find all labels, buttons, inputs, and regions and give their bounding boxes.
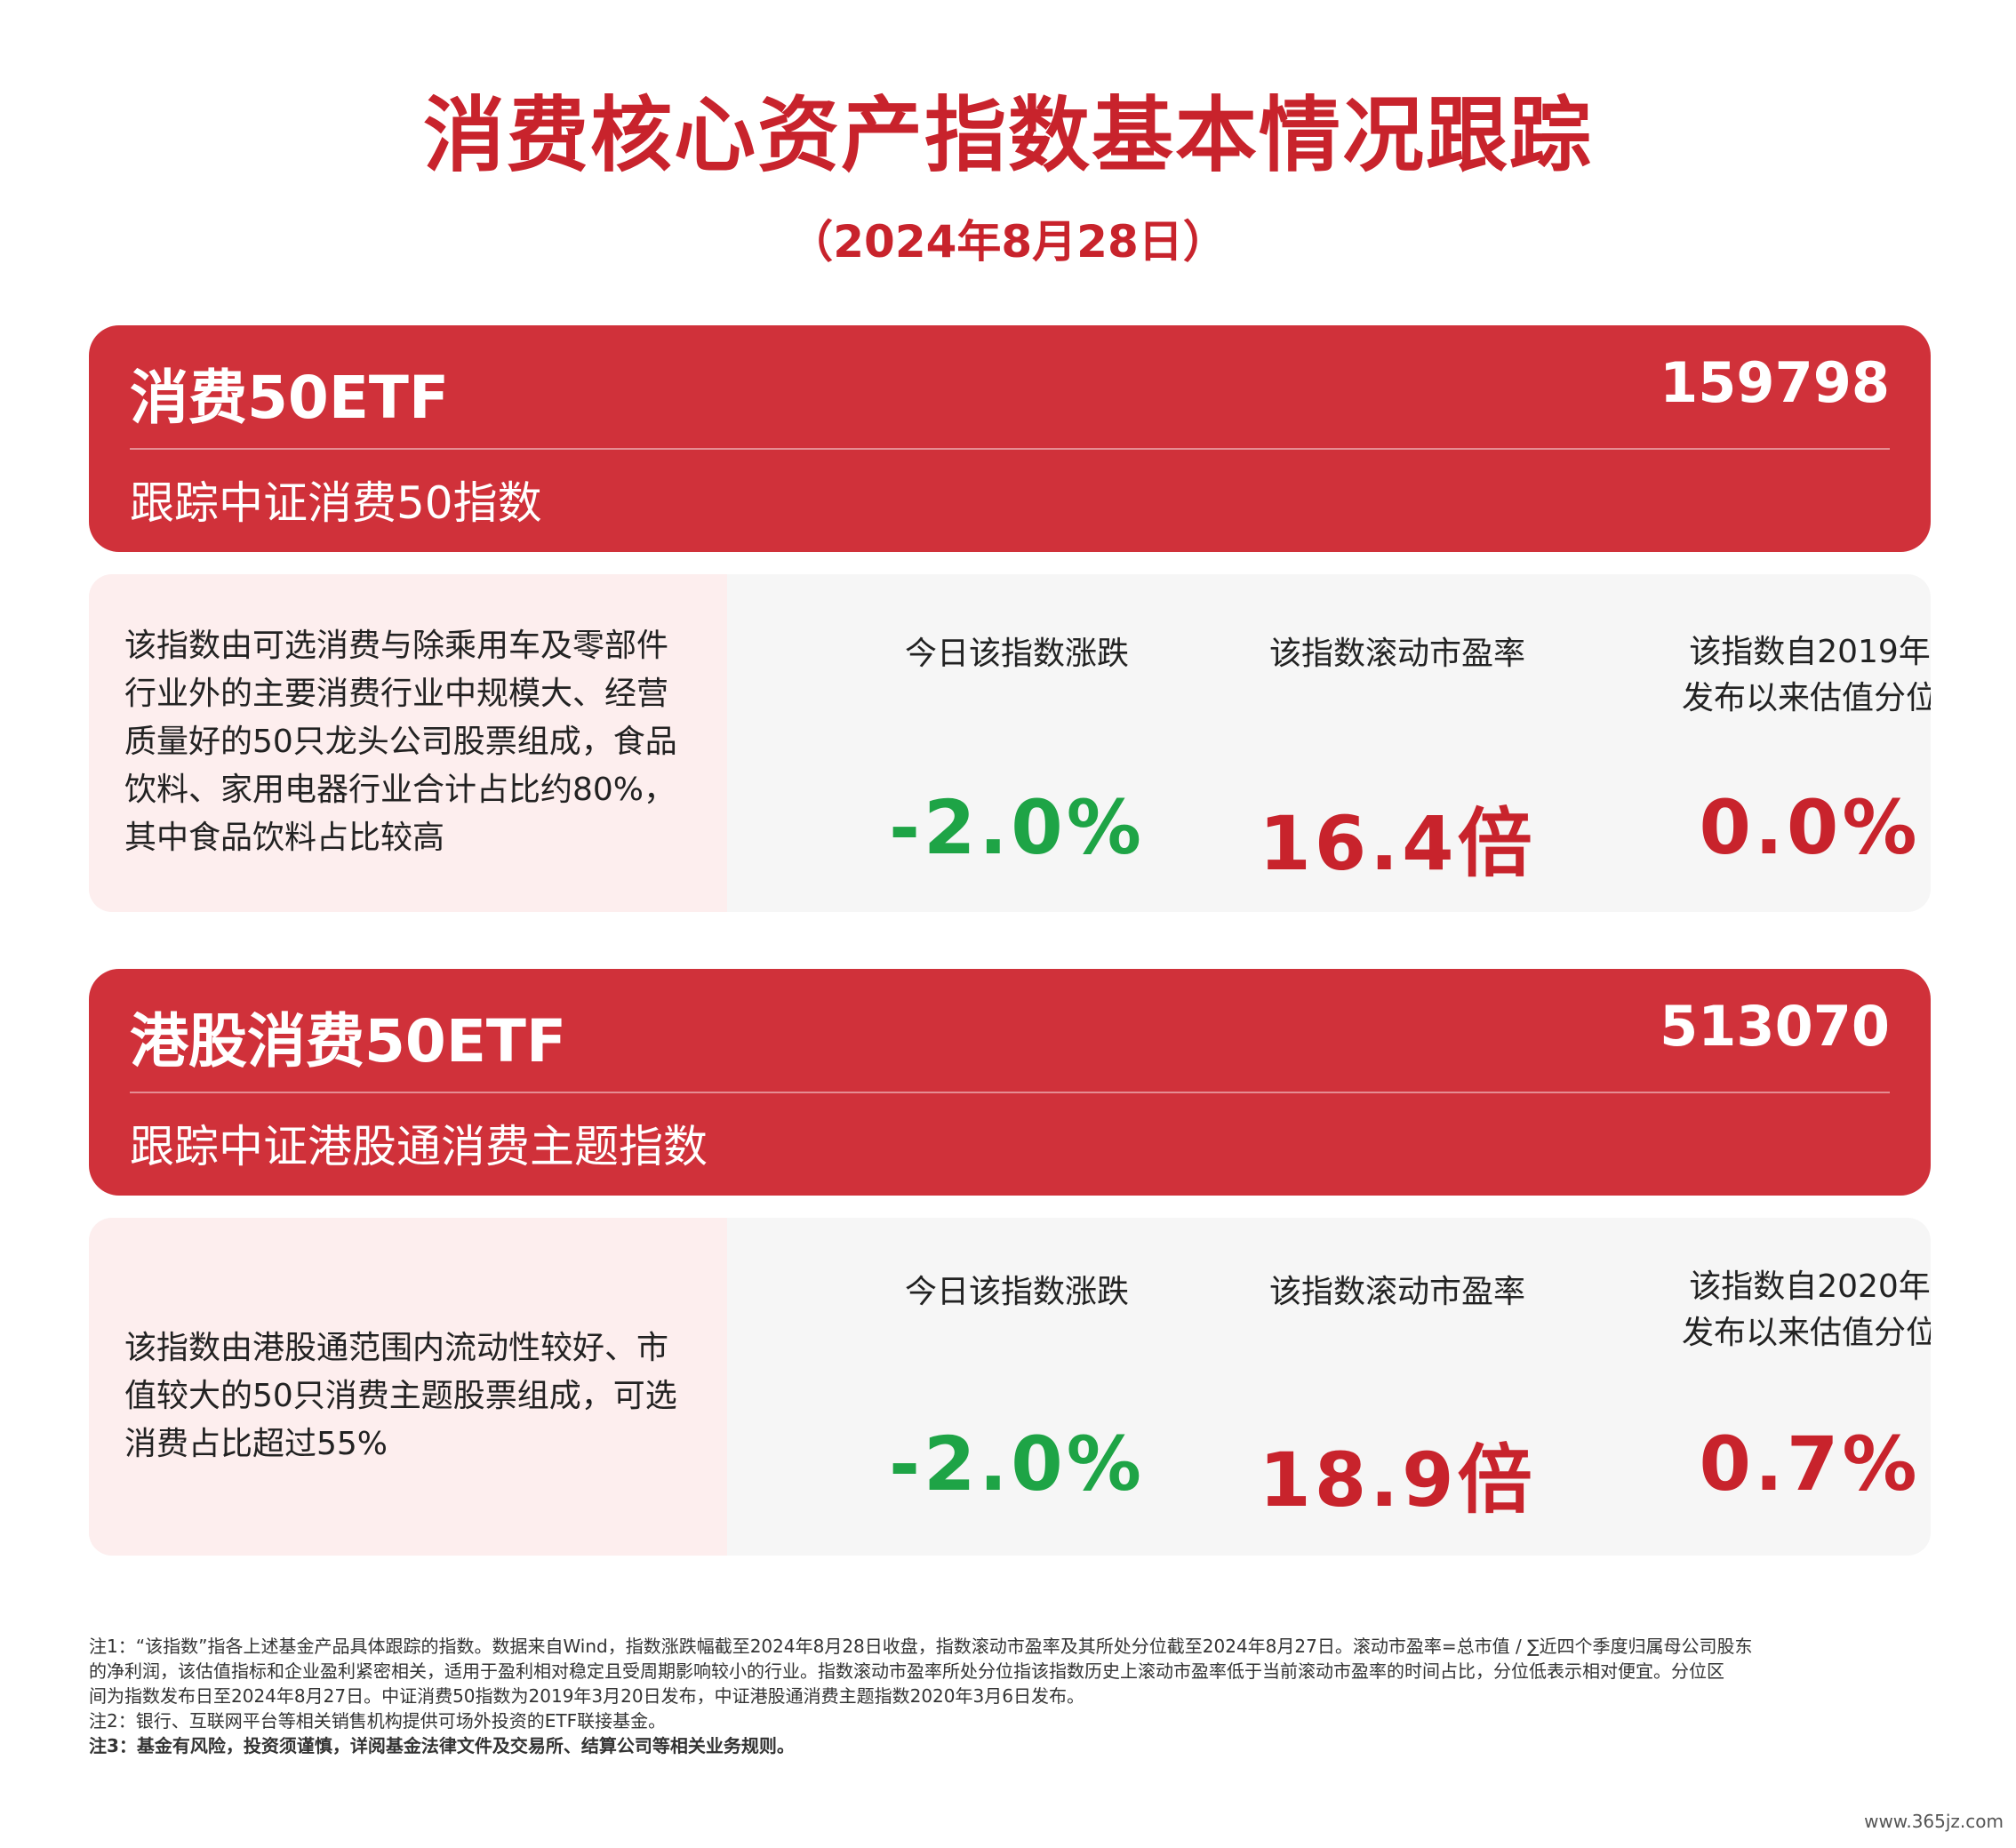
page-date: （2024年8月28日） [788,216,1228,268]
page-title: 消费核心资产指数基本情况跟踪 [422,88,1593,183]
etf-card-body-1: 该指数由可选消费与除乘用车及零部件 行业外的主要消费行业中规模大、经营 质量好的… [89,574,1931,912]
header-divider [130,1092,1890,1093]
description-line: 该指数由港股通范围内流动性较好、市 [124,1330,669,1366]
etf-card-body-2: 该指数由港股通范围内流动性较好、市 值较大的50只消费主题股票组成，可选 消费占… [89,1218,1931,1556]
tracking-index: 跟踪中证消费50指数 [130,477,542,529]
percentile-label: 该指数自2020年 发布以来估值分位 [1623,1264,1931,1356]
etf-code: 513070 [1660,994,1890,1059]
percentile-value: 0.0% [1699,784,1921,871]
pe-value: 18.9倍 [1259,1436,1536,1524]
index-description: 该指数由可选消费与除乘用车及零部件 行业外的主要消费行业中规模大、经营 质量好的… [124,622,702,862]
description-panel: 该指数由可选消费与除乘用车及零部件 行业外的主要消费行业中规模大、经营 质量好的… [89,574,727,912]
note-1-line: 间为指数发布日至2024年8月27日。中证消费50指数为2019年3月20日发布… [89,1685,1084,1707]
description-line: 消费占比超过55% [124,1426,388,1462]
site-watermark: www.365jz.com [1864,1811,2004,1832]
change-label: 今日该指数涨跌 [904,1274,1129,1310]
pe-label: 该指数滚动市盈率 [1268,636,1525,672]
description-panel: 该指数由港股通范围内流动性较好、市 值较大的50只消费主题股票组成，可选 消费占… [89,1218,727,1556]
etf-name: 消费50ETF [130,364,450,432]
footnotes: 注1：“该指数”指各上述基金产品具体跟踪的指数。数据来自Wind，指数涨跌幅截至… [89,1634,1938,1758]
percentile-label: 该指数自2019年 发布以来估值分位 [1623,629,1931,722]
pe-label: 该指数滚动市盈率 [1268,1274,1525,1310]
change-value: -2.0% [889,1420,1145,1508]
description-line: 值较大的50只消费主题股票组成，可选 [124,1378,677,1414]
percentile-label-line: 发布以来估值分位 [1681,1315,1931,1351]
header-divider [130,448,1890,450]
etf-name: 港股消费50ETF [130,1007,567,1076]
note-2: 注2：银行、互联网平台等相关销售机构提供可场外投资的ETF联接基金。 [89,1710,667,1732]
change-value: -2.0% [889,784,1145,871]
etf-card-header-1: 消费50ETF 159798 跟踪中证消费50指数 [89,325,1931,552]
description-line: 行业外的主要消费行业中规模大、经营 [124,676,669,712]
percentile-label-line: 该指数自2019年 [1689,634,1931,670]
etf-code: 159798 [1660,350,1890,415]
note-3: 注3：基金有风险，投资须谨慎，详阅基金法律文件及交易所、结算公司等相关业务规则。 [89,1735,795,1756]
percentile-label-line: 该指数自2020年 [1689,1268,1931,1305]
description-line: 质量好的50只龙头公司股票组成，食品 [124,724,677,760]
index-description: 该指数由港股通范围内流动性较好、市 值较大的50只消费主题股票组成，可选 消费占… [124,1324,702,1468]
percentile-value: 0.7% [1699,1420,1921,1508]
description-line: 其中食品饮料占比较高 [124,820,445,856]
note-1-line: 的净利润，该估值指标和企业盈利紧密相关，适用于盈利相对稳定且受周期影响较小的行业… [89,1660,1724,1682]
change-label: 今日该指数涨跌 [904,636,1129,672]
etf-card-header-2: 港股消费50ETF 513070 跟踪中证港股通消费主题指数 [89,969,1931,1196]
note-1-line: 注1：“该指数”指各上述基金产品具体跟踪的指数。数据来自Wind，指数涨跌幅截至… [89,1636,1753,1657]
pe-value: 16.4倍 [1259,800,1536,887]
percentile-label-line: 发布以来估值分位 [1681,680,1931,716]
tracking-index: 跟踪中证港股通消费主题指数 [130,1121,708,1172]
description-line: 饮料、家用电器行业合计占比约80%， [124,772,676,808]
description-line: 该指数由可选消费与除乘用车及零部件 [124,628,669,664]
